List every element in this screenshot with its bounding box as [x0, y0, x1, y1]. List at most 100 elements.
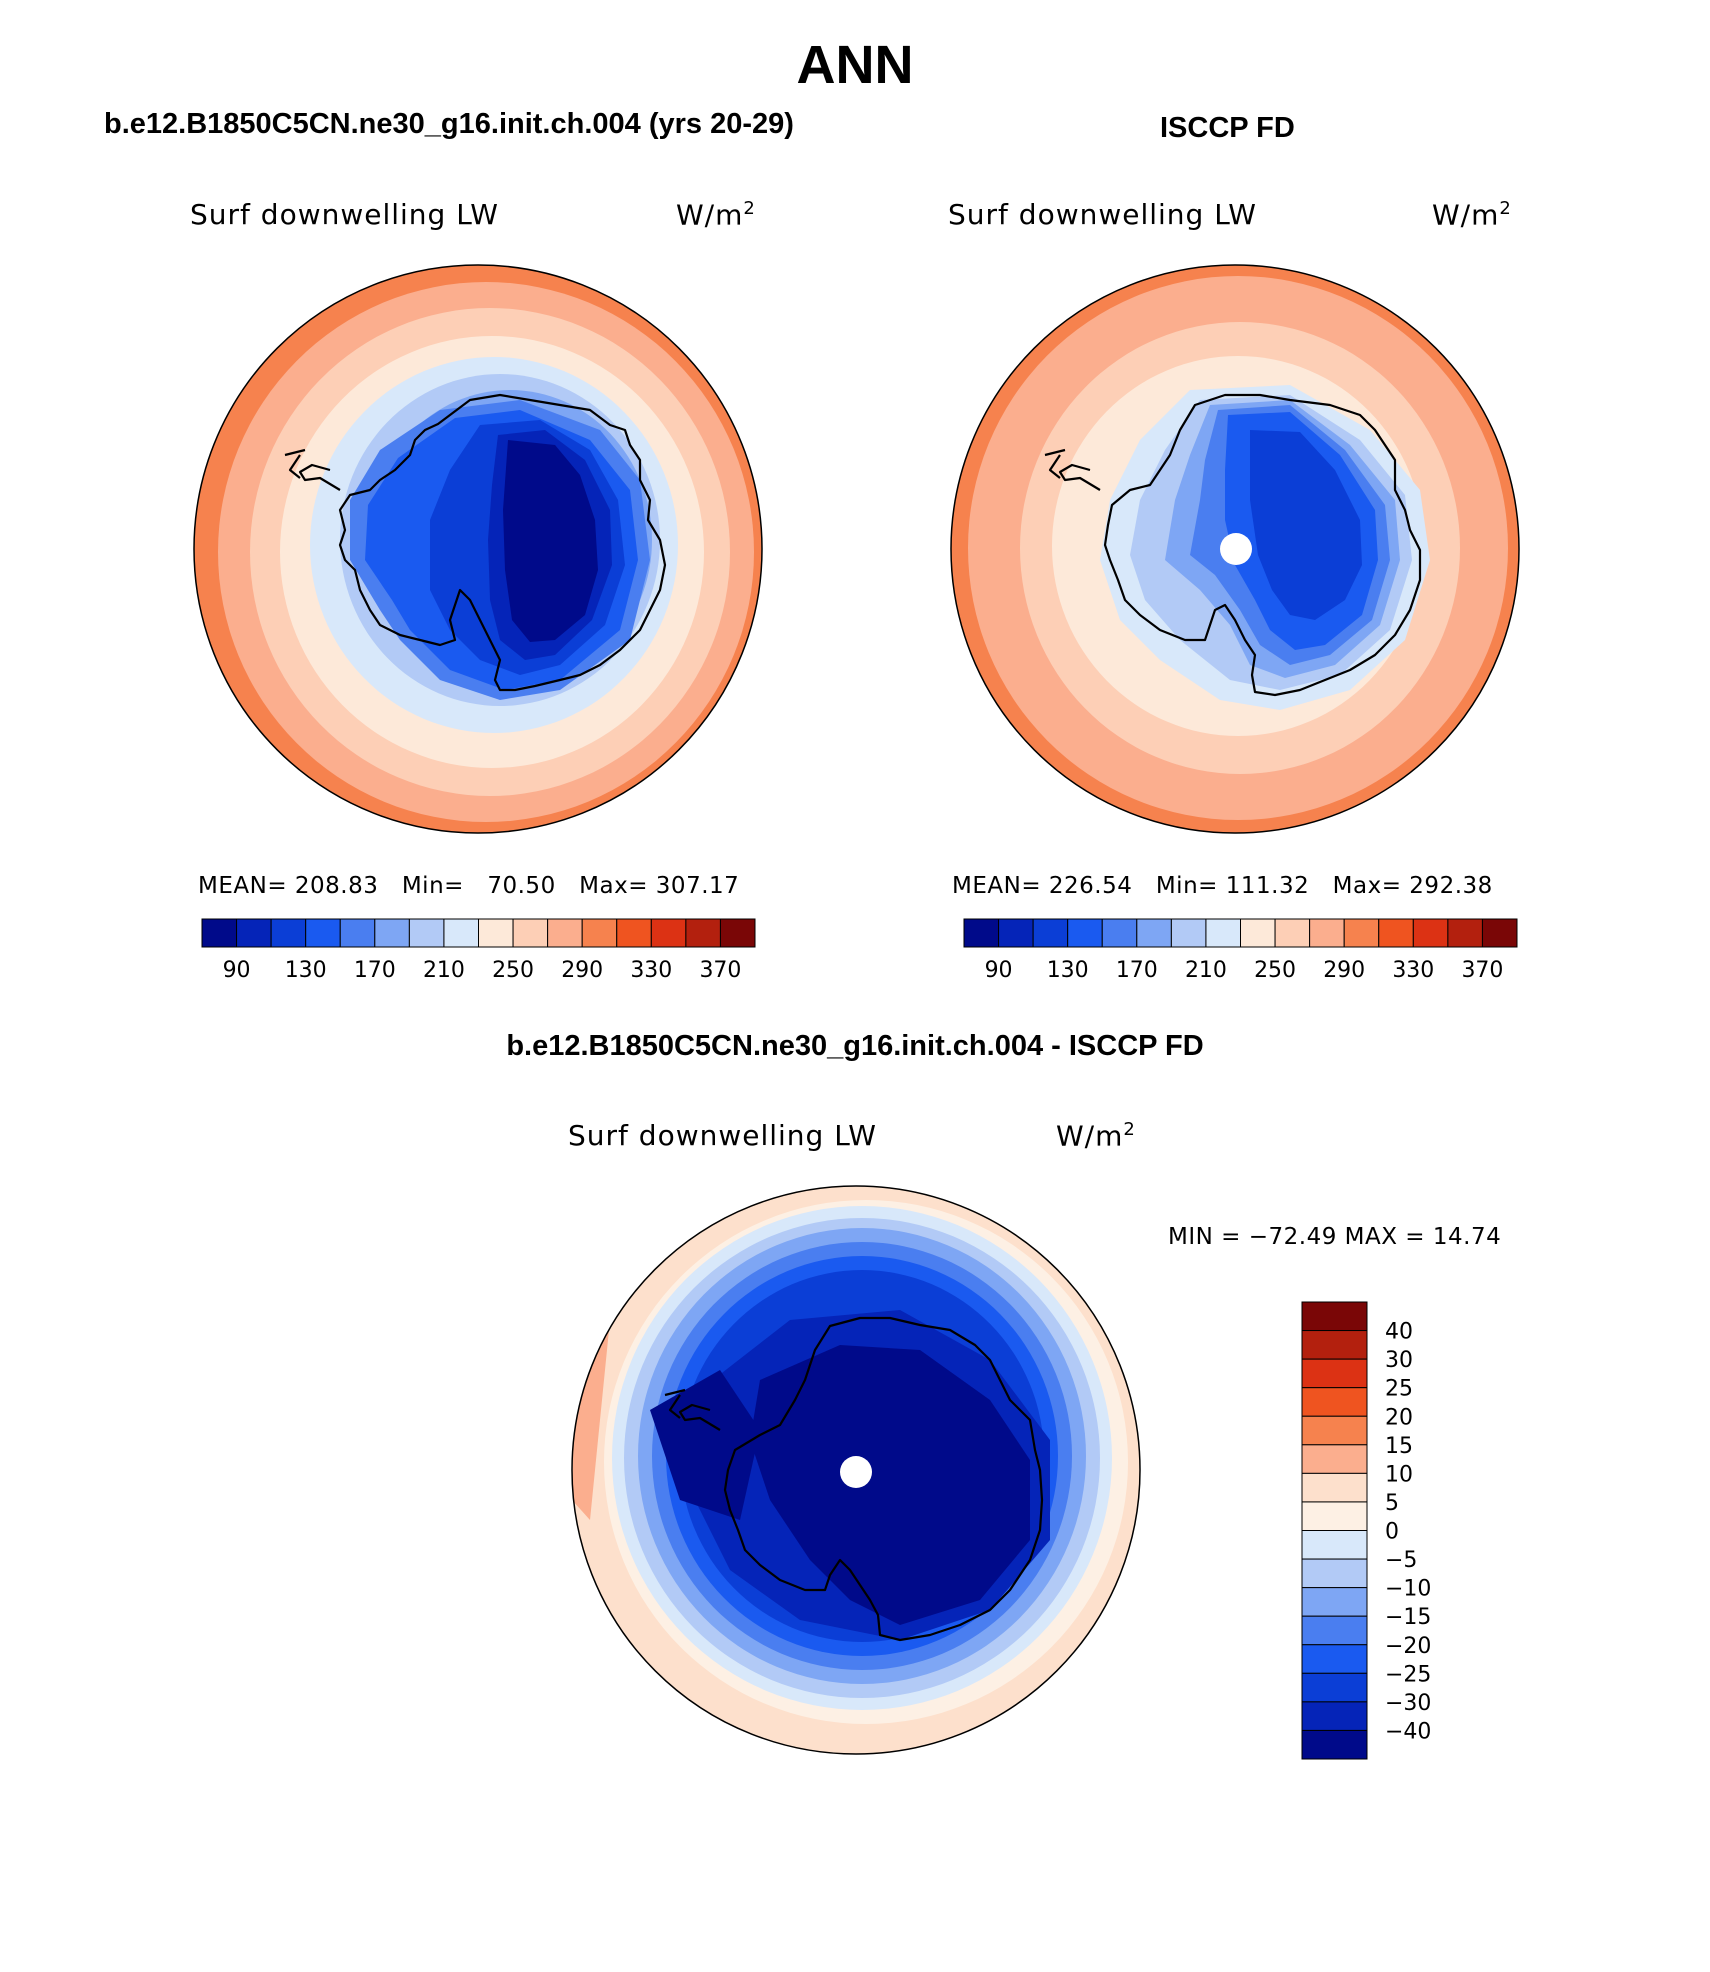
panel3-colorbar-tick-label: −20 — [1385, 1634, 1431, 1659]
panel3-colorbar-tick-label: 15 — [1385, 1434, 1413, 1459]
panel3-colorbar-swatch — [1301, 1501, 1368, 1531]
panel1-map-border — [193, 264, 763, 834]
panel3-colorbar-swatch — [1301, 1358, 1368, 1389]
panel1-colorbar-swatch — [512, 918, 549, 948]
panel2-colorbar-swatch — [1309, 918, 1345, 948]
panel3-colorbar-tick-label: 30 — [1385, 1348, 1413, 1373]
panel1-colorbar-swatch — [616, 918, 652, 948]
panel2-polar-map — [951, 265, 1519, 833]
panel1-colorbar-swatch — [305, 918, 341, 948]
panel1-colorbar-swatch — [719, 918, 756, 948]
panel3-colorbar-swatch — [1301, 1415, 1368, 1446]
panel3-colorbar-swatch — [1301, 1387, 1368, 1417]
panel2-case-title: ISCCP FD — [1160, 112, 1295, 144]
panel1-colorbar-tick-label: 370 — [699, 958, 741, 983]
panel3-colorbar-tick-label: 10 — [1385, 1462, 1413, 1487]
panel1-variable-label: Surf downwelling LW — [190, 198, 499, 231]
panel3-polar-map — [572, 1186, 1140, 1754]
panel3-colorbar-tick-label: 40 — [1385, 1320, 1413, 1345]
panel3-colorbar-swatch — [1301, 1558, 1368, 1589]
panel3-colorbar-swatch — [1301, 1672, 1368, 1703]
panel1-polar-map — [194, 265, 762, 833]
panel1-case-title: b.e12.B1850C5CN.ne30_g16.init.ch.004 (yr… — [104, 108, 794, 140]
panel2-colorbar-swatch — [1412, 918, 1449, 948]
panel3-pole-hole — [840, 1456, 872, 1488]
panel1-antarctica-coastline — [338, 393, 667, 692]
panel1-colorbar-tick-label: 130 — [285, 958, 327, 983]
panel3-colorbar-tick-label: 5 — [1385, 1491, 1399, 1516]
panel2-colorbar-tick-label: 250 — [1254, 958, 1296, 983]
panel2-variable-label: Surf downwelling LW — [948, 198, 1257, 231]
coastlines — [284, 393, 1422, 1642]
panel2-colorbar-tick-label: 90 — [985, 958, 1013, 983]
panel2-colorbar-swatch — [1274, 918, 1311, 948]
panel1-colorbar-tick-label: 250 — [492, 958, 534, 983]
panel1-colorbar-tick-label: 90 — [223, 958, 251, 983]
panel1-peninsula — [298, 463, 341, 491]
panel3-band — [650, 1370, 760, 1520]
panel2-colorbar-swatch — [1032, 918, 1069, 948]
panel1-colorbar-swatch — [581, 918, 618, 948]
panel3-variable-label: Surf downwelling LW — [568, 1119, 877, 1152]
panel2-colorbar-tick-label: 330 — [1392, 958, 1434, 983]
panel1-colorbar-swatch — [201, 918, 238, 948]
panel1-colorbar-tick-label: 330 — [630, 958, 672, 983]
panel3-colorbar-tick-label: −30 — [1385, 1691, 1431, 1716]
panel2-colorbar-swatch — [1343, 918, 1380, 948]
panel3-case-title: b.e12.B1850C5CN.ne30_g16.init.ch.004 - I… — [506, 1030, 1204, 1062]
panel2-band — [1250, 430, 1362, 620]
panel3-colorbar-swatch — [1301, 1644, 1368, 1674]
panel2-colorbar: 90 130 170 210 250 290 330 370 — [963, 918, 1518, 983]
panel2-colorbar-swatch — [1240, 918, 1276, 948]
panel2-peninsula — [1058, 463, 1101, 491]
panel2-colorbar-tick-label: 290 — [1323, 958, 1365, 983]
panel2-colorbar-swatch — [1170, 918, 1207, 948]
panel3-colorbar-swatch — [1301, 1444, 1368, 1474]
panel1-colorbar-swatch — [408, 918, 445, 948]
panel3-stats: MIN = −72.49 MAX = 14.74 — [1168, 1224, 1502, 1250]
panel3-colorbar-swatch — [1301, 1301, 1368, 1332]
panel2-colorbar-tick-label: 170 — [1116, 958, 1158, 983]
panel2-colorbar-swatch — [1205, 918, 1241, 948]
panel3-colorbar-tick-label: −5 — [1385, 1548, 1417, 1573]
panel2-units-label: W/m2 — [1432, 198, 1512, 232]
panel2-colorbar-tick-label: 130 — [1047, 958, 1089, 983]
panel1-colorbar-swatch — [339, 918, 376, 948]
panel2-peninsula-tip — [1044, 448, 1066, 479]
panel3-units-label: W/m2 — [1056, 1119, 1136, 1153]
panel2-colorbar-swatch — [1136, 918, 1172, 948]
panel2-stats: MEAN= 226.54 Min= 111.32 Max= 292.38 — [952, 873, 1493, 899]
panel3-colorbar-tick-label: −15 — [1385, 1605, 1431, 1630]
panel2-colorbar-swatch — [1481, 918, 1518, 948]
panel2-colorbar-swatch — [1447, 918, 1483, 948]
panel3-band — [572, 1240, 640, 1520]
panel2-colorbar-swatch — [963, 918, 1000, 948]
panel3-colorbar-tick-label: 0 — [1385, 1520, 1399, 1545]
panel2-colorbar-tick-label: 370 — [1461, 958, 1503, 983]
panel3-colorbar-swatch — [1301, 1701, 1368, 1731]
panel3-colorbar-tick-label: −10 — [1385, 1577, 1431, 1602]
panel1-colorbar-swatch — [270, 918, 307, 948]
panel1-band — [503, 440, 598, 642]
panel2-antarctica-coastline — [1103, 393, 1422, 697]
panel2-colorbar-swatch — [1378, 918, 1414, 948]
panel1-peninsula-tip — [284, 448, 306, 479]
panel2-pole-hole — [1220, 533, 1252, 565]
panel3-colorbar-tick-label: 25 — [1385, 1377, 1413, 1402]
panel3-colorbar-swatch — [1301, 1615, 1368, 1646]
panel1-colorbar: 90 130 170 210 250 290 330 370 — [201, 918, 756, 983]
panel2-colorbar-tick-label: 210 — [1185, 958, 1227, 983]
panel1-colorbar-swatch — [547, 918, 583, 948]
main-title: ANN — [796, 35, 914, 95]
panel3-colorbar-swatch — [1301, 1472, 1368, 1503]
panel1-colorbar-swatch — [685, 918, 721, 948]
panel3-band — [750, 1345, 1030, 1625]
panel3-map-border — [571, 1185, 1141, 1755]
panel1-units-label: W/m2 — [676, 198, 756, 232]
panel3-colorbar-swatch — [1301, 1587, 1368, 1617]
panel3-colorbar-swatch — [1301, 1729, 1368, 1760]
panel1-colorbar-swatch — [443, 918, 479, 948]
panel3-peninsula — [678, 1403, 721, 1431]
